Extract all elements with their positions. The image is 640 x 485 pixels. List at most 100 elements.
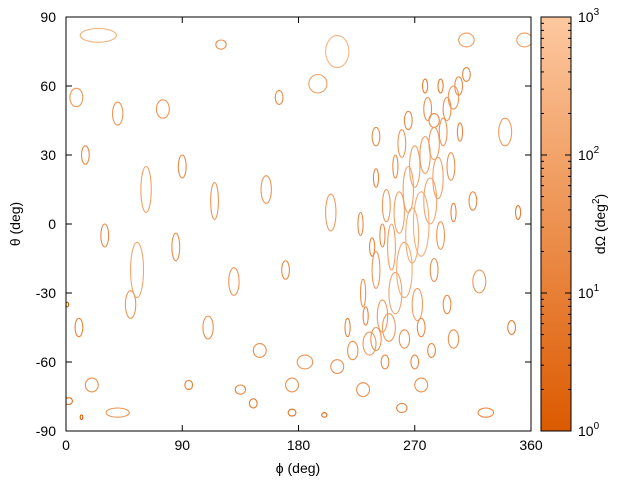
data-point-20 <box>514 205 522 220</box>
data-point-85 <box>372 168 380 188</box>
data-point-10 <box>371 126 381 147</box>
x-tick-label-3: 270 <box>403 437 427 453</box>
data-point-13 <box>80 145 90 165</box>
y-tick-label-2: -30 <box>36 285 56 301</box>
data-point-54 <box>387 223 396 271</box>
colorbar-axis: 100 101 102 103 <box>541 7 600 439</box>
data-point-3 <box>458 32 475 48</box>
data-point-32 <box>330 359 345 375</box>
y-axis-label: θ (deg) <box>7 202 23 246</box>
data-point-86 <box>410 354 420 370</box>
data-point-22 <box>130 241 145 299</box>
data-point-77 <box>446 152 456 181</box>
colorbar-tick-label-0: 100 <box>578 421 600 439</box>
data-point-84 <box>461 67 471 82</box>
colorbar-label-main: dΩ (deg <box>592 204 608 254</box>
data-point-97 <box>344 317 351 338</box>
data-point-0 <box>79 27 117 43</box>
data-point-75 <box>381 188 391 223</box>
y-axis: -90 -60 -30 0 30 60 90 <box>36 9 531 439</box>
x-tick-label-2: 180 <box>287 437 311 453</box>
data-point-45 <box>396 402 408 414</box>
data-point-48 <box>321 412 328 418</box>
data-point-30 <box>252 343 267 358</box>
data-point-68 <box>447 85 460 110</box>
data-point-83 <box>416 317 426 338</box>
data-point-94 <box>421 78 429 94</box>
colorbar-label: dΩ (deg2) <box>591 194 608 254</box>
data-point-91 <box>392 154 399 179</box>
data-point-26 <box>472 269 487 294</box>
data-point-76 <box>411 287 424 322</box>
x-axis-label: ϕ (deg) <box>276 460 320 476</box>
data-point-14 <box>140 165 152 214</box>
y-tick-label-3: 0 <box>48 216 56 232</box>
data-point-9 <box>308 73 328 94</box>
y-tick-label-0: -90 <box>36 423 56 439</box>
data-point-40 <box>356 382 371 398</box>
data-point-21 <box>100 223 110 248</box>
data-point-74 <box>436 221 446 250</box>
data-point-4 <box>516 32 531 48</box>
data-points <box>66 27 531 421</box>
data-point-61 <box>412 191 430 257</box>
data-point-98 <box>357 211 364 237</box>
data-point-59 <box>405 207 420 264</box>
x-axis: 0 90 180 270 360 <box>62 17 543 453</box>
data-point-7 <box>155 99 170 119</box>
x-tick-label-1: 90 <box>174 437 190 453</box>
data-point-93 <box>442 294 452 315</box>
data-point-55 <box>388 271 403 315</box>
data-point-18 <box>325 193 337 232</box>
data-point-17 <box>260 175 272 204</box>
data-point-2 <box>325 34 350 69</box>
data-point-92 <box>369 237 376 257</box>
data-point-95 <box>380 354 390 370</box>
data-point-50 <box>79 414 84 421</box>
data-point-88 <box>437 78 444 94</box>
data-point-96 <box>427 343 436 358</box>
data-point-56 <box>393 191 405 234</box>
data-point-67 <box>442 96 452 122</box>
colorbar <box>540 16 572 432</box>
data-point-79 <box>423 96 433 122</box>
data-point-38 <box>234 384 247 395</box>
data-point-23 <box>171 232 181 262</box>
data-point-1 <box>215 39 227 50</box>
colorbar-label-end: ) <box>592 194 608 199</box>
data-point-60 <box>409 145 421 188</box>
data-point-33 <box>370 326 382 352</box>
data-point-16 <box>210 182 219 220</box>
data-point-36 <box>84 377 99 393</box>
data-point-42 <box>105 407 130 418</box>
data-point-89 <box>362 306 369 326</box>
data-point-6 <box>111 101 124 126</box>
data-point-46 <box>477 407 495 418</box>
y-tick-label-5: 60 <box>40 78 56 94</box>
data-point-58 <box>402 165 415 214</box>
data-point-70 <box>381 313 396 342</box>
data-point-64 <box>428 126 440 161</box>
data-point-90 <box>456 122 464 142</box>
data-point-28 <box>124 290 137 319</box>
y-tick-label-4: 30 <box>40 147 56 163</box>
data-point-44 <box>287 408 297 417</box>
x-tick-label-4: 360 <box>519 437 543 453</box>
data-point-47 <box>66 397 74 406</box>
data-point-49 <box>66 301 70 308</box>
data-point-31 <box>296 354 314 370</box>
data-point-52 <box>371 251 381 289</box>
data-point-73 <box>397 129 407 158</box>
colorbar-tick-label-1: 101 <box>578 283 600 301</box>
data-point-43 <box>248 398 258 409</box>
data-point-78 <box>403 110 413 131</box>
data-point-82 <box>398 329 411 349</box>
data-point-8 <box>274 90 284 105</box>
data-point-87 <box>450 202 457 223</box>
data-point-51 <box>359 278 367 308</box>
data-point-39 <box>285 377 300 393</box>
data-point-19 <box>468 191 478 211</box>
data-point-69 <box>454 76 464 96</box>
